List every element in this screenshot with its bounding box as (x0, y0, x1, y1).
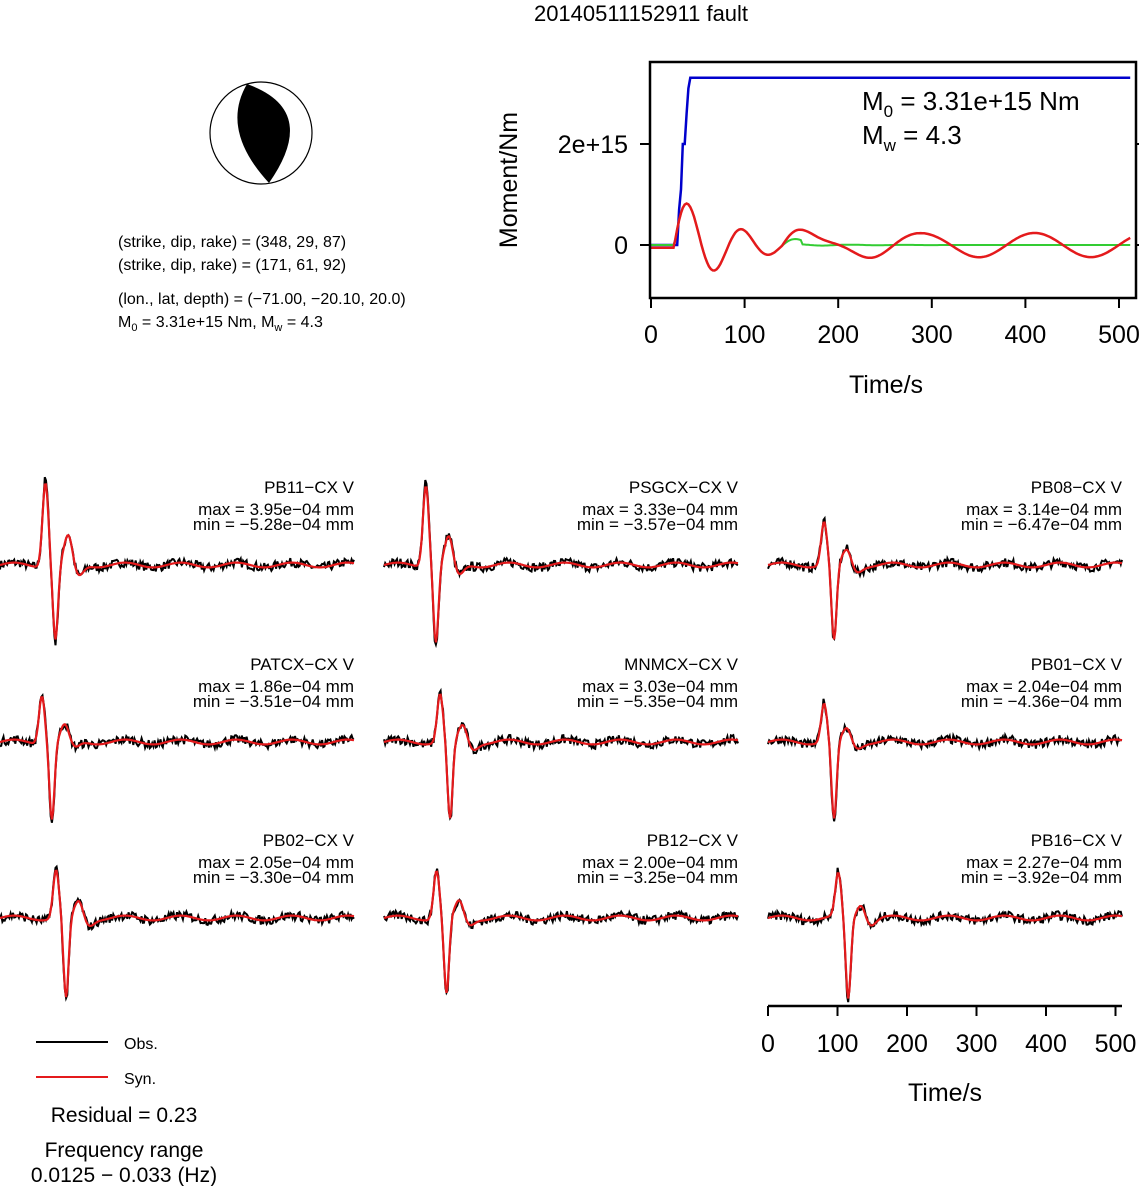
beachball-compressional-quadrant (237, 84, 290, 183)
moment-xtick-label: 300 (911, 321, 953, 349)
moment-ytick-label: 2e+15 (558, 131, 628, 159)
max-amplitude: max = 1.86e−04 mm (198, 677, 354, 696)
min-amplitude: min = −4.36e−04 mm (961, 692, 1122, 711)
station-label: PB08−CX V (1031, 478, 1123, 497)
waveform-xtick-label: 300 (956, 1030, 998, 1058)
synthetic-trace (383, 693, 739, 819)
moment-xticks: 0 100 200 300 400 500 (644, 298, 1139, 349)
moment-xtick-label: 500 (1098, 321, 1139, 349)
moment-rate-red-line (651, 202, 1131, 272)
synthetic-trace (767, 872, 1123, 999)
max-amplitude: max = 3.95e−04 mm (198, 500, 354, 519)
residual: Residual = 0.23 (51, 1104, 198, 1127)
min-amplitude: min = −3.30e−04 mm (193, 868, 354, 887)
max-amplitude: max = 3.14e−04 mm (966, 500, 1122, 519)
station-label: PB01−CX V (1031, 655, 1123, 674)
figure-title: 20140511152911 fault (534, 1, 748, 26)
moment-xtick-label: 400 (1005, 321, 1047, 349)
station-label: PB02−CX V (263, 831, 355, 850)
synthetic-trace (0, 696, 355, 820)
min-amplitude: min = −6.47e−04 mm (961, 515, 1122, 534)
min-amplitude: min = −3.51e−04 mm (193, 692, 354, 711)
max-amplitude: max = 3.33e−04 mm (582, 500, 738, 519)
station-label: PB11−CX V (264, 478, 355, 497)
legend-syn-label: Syn. (124, 1071, 156, 1088)
max-amplitude: max = 2.05e−04 mm (198, 853, 354, 872)
legend: Obs. Syn. (36, 1036, 158, 1088)
max-amplitude: max = 3.03e−04 mm (582, 677, 738, 696)
min-amplitude: min = −3.92e−04 mm (961, 868, 1122, 887)
min-amplitude: min = −5.35e−04 mm (577, 692, 738, 711)
moment-mw-label: Mw = 4.3 (862, 120, 962, 155)
frequency-range: 0.0125 − 0.033 (Hz) (31, 1164, 217, 1186)
plane-1: (strike, dip, rake) = (348, 29, 87) (118, 234, 346, 251)
station-label: PATCX−CX V (250, 655, 354, 674)
station-label: PSGCX−CX V (629, 478, 739, 497)
mechanism-info: (strike, dip, rake) = (348, 29, 87) (str… (118, 234, 406, 334)
synthetic-trace (0, 869, 355, 998)
max-amplitude: max = 2.27e−04 mm (966, 853, 1122, 872)
moment-plot: M0 = 3.31e+15 Nm Mw = 4.3 Moment/Nm Time… (495, 60, 1139, 399)
frequency-label: Frequency range (45, 1139, 204, 1162)
moment-ytick-label: 0 (614, 232, 628, 260)
synthetic-trace (383, 486, 739, 643)
station-label: PB16−CX V (1031, 831, 1123, 850)
location: (lon., lat, depth) = (−71.00, −20.10, 20… (118, 291, 406, 308)
waveform-xtick-label: 100 (817, 1030, 859, 1058)
moment-m0-label: M0 = 3.31e+15 Nm (862, 86, 1080, 121)
moment-xlabel: Time/s (849, 371, 923, 399)
max-amplitude: max = 2.04e−04 mm (966, 677, 1122, 696)
moment-summary: M0 = 3.31e+15 Nm, Mw = 4.3 (118, 314, 323, 334)
beachball (209, 81, 313, 185)
observed-trace (767, 867, 1123, 1003)
waveform-xtick-label: 0 (761, 1030, 775, 1058)
moment-plot-frame (648, 60, 1138, 300)
moment-xtick-label: 200 (817, 321, 859, 349)
waveform-xtick-label: 200 (886, 1030, 928, 1058)
moment-curves (651, 76, 1131, 272)
waveform-time-axis: Time/s 0 100 200 300 400 500 (761, 1004, 1137, 1107)
max-amplitude: max = 2.00e−04 mm (582, 853, 738, 872)
synthetic-trace (767, 702, 1123, 819)
waveform-xtick-label: 400 (1025, 1030, 1067, 1058)
moment-xtick-label: 100 (724, 321, 766, 349)
moment-yticks: 0 2e+15 (558, 131, 1139, 260)
synthetic-trace (767, 521, 1123, 640)
min-amplitude: min = −3.25e−04 mm (577, 868, 738, 887)
waveform-xtick-label: 500 (1095, 1030, 1137, 1058)
moment-xtick-label: 0 (644, 321, 658, 349)
synthetic-trace (383, 870, 739, 993)
min-amplitude: min = −3.57e−04 mm (577, 515, 738, 534)
legend-obs-label: Obs. (124, 1036, 158, 1053)
observed-trace (383, 868, 739, 996)
moment-ylabel: Moment/Nm (495, 112, 523, 248)
min-amplitude: min = −5.28e−04 mm (193, 515, 354, 534)
station-label: MNMCX−CX V (624, 655, 738, 674)
synthetic-trace (0, 483, 355, 640)
waveform-xlabel: Time/s (908, 1079, 982, 1107)
station-label: PB12−CX V (647, 831, 739, 850)
plane-2: (strike, dip, rake) = (171, 61, 92) (118, 257, 346, 274)
